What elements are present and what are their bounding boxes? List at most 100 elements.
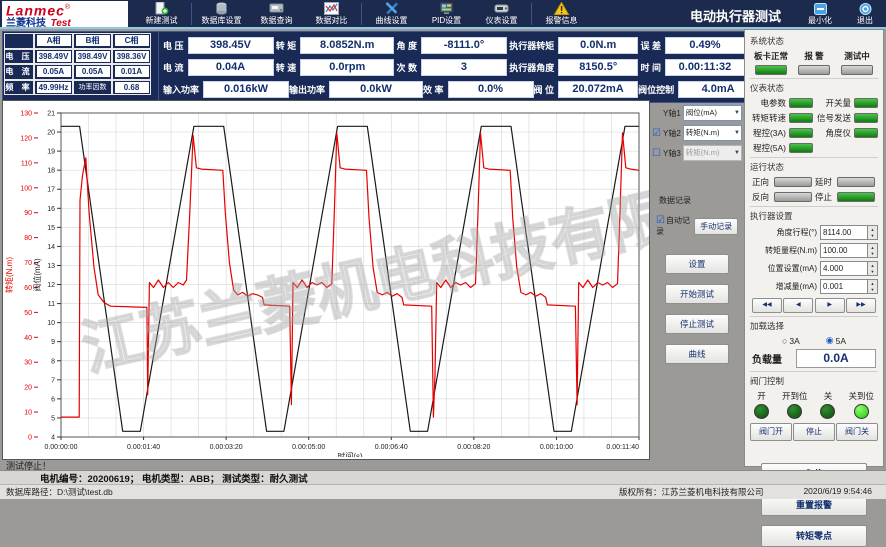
readout-efficiency: 效 率 0.0% — [423, 80, 534, 98]
trend-chart: 0 10 20 30 40 50 60 70 80 90 100 110 120 130 转矩(N.m) 4 5… — [4, 111, 640, 457]
data-record-title: 数据记录 — [657, 195, 693, 206]
led-label: 报 警 — [804, 51, 824, 61]
testing-led — [841, 65, 873, 75]
y-axis-3-checkbox[interactable]: ☐ — [652, 147, 661, 159]
menu-pid-settings[interactable]: PID设置 — [419, 1, 474, 26]
led-label: 转矩转速 — [751, 113, 786, 123]
menu-data-compare[interactable]: 数据对比 — [304, 1, 359, 26]
alarm-led — [798, 65, 830, 75]
auto-record-checkbox[interactable]: ☑ — [656, 215, 665, 226]
phase-c-header: C相 — [112, 33, 151, 49]
backward-button[interactable]: ◀ — [783, 298, 814, 313]
row-label-voltage: 电 压 — [4, 48, 34, 64]
datetime-text: 2020/6/19 9:54:46 — [803, 486, 872, 496]
increment-stepper[interactable]: 0.001 ▲ ▼ — [820, 279, 878, 294]
minimize-button[interactable]: 最小化 — [803, 2, 837, 26]
readout-valve-control: 阀位控制 4.0mA — [638, 80, 759, 98]
header-text: C相 — [114, 35, 149, 47]
motor-info-bar: 电机编号：20200619； 电机类型：ABB； 测试类型：耐久测试 — [0, 470, 886, 485]
radio-label: 3A — [789, 335, 800, 346]
fast-backward-button[interactable]: ◀◀ — [752, 298, 782, 313]
data-query-icon — [249, 2, 304, 15]
curve-button[interactable]: 曲线 — [665, 344, 729, 364]
forward-button[interactable]: ▶ — [814, 298, 845, 313]
meter-led — [854, 113, 878, 123]
minimize-label: 最小化 — [808, 16, 832, 25]
readout-label: 输入功率 — [163, 84, 200, 95]
readout-label: 执行器角度 — [509, 62, 555, 73]
db-path-value: D:\测试\test.db — [57, 487, 113, 497]
readout-speed: 转 速 0.0rpm — [275, 58, 395, 76]
settings-button[interactable]: 设置 — [665, 254, 729, 274]
menu-curve-settings[interactable]: 曲线设置 — [364, 1, 419, 26]
auto-record-checkbox-row[interactable]: ☑自动记录 — [656, 215, 694, 237]
readout-label: 阀位控制 — [638, 84, 675, 95]
app-logo: Lanmec® 兰菱科技 Test — [2, 0, 128, 29]
stop-led — [837, 192, 875, 202]
readout-valve-position: 阀 位 20.072mA — [534, 80, 639, 98]
stepper-arrows[interactable]: ▲ ▼ — [867, 226, 877, 239]
load-5a-radio[interactable]: ◉ 5A — [826, 335, 846, 346]
readout-value: 4.0mA — [678, 80, 759, 98]
svg-text:0.00:11:40: 0.00:11:40 — [606, 444, 639, 451]
readout-input-power: 输入功率 0.016kW — [163, 80, 290, 98]
increment-field: 增减量(mA) 0.001 ▲ ▼ — [750, 279, 878, 294]
y-axis-2-label: Y轴2 — [663, 128, 681, 138]
board-ok-led — [755, 65, 787, 75]
menu-new-test[interactable]: 新建测试 — [134, 1, 189, 26]
menu-label: 新建测试 — [145, 16, 178, 25]
stop-test-button[interactable]: 停止测试 — [665, 314, 729, 334]
manual-record-button[interactable]: 手动记录 — [694, 217, 738, 235]
menu-alarm-info[interactable]: 报警信息 — [534, 1, 589, 26]
meter-item: 电参数 — [750, 97, 813, 109]
valve-open-button[interactable]: 阀门开 — [750, 423, 792, 441]
pid-settings-icon — [419, 2, 474, 15]
led-label: 测试中 — [844, 51, 870, 61]
row-label-frequency: 频 率 — [4, 79, 34, 95]
stepper-arrows[interactable]: ▲ ▼ — [867, 280, 877, 293]
readout-label: 角 度 — [396, 40, 417, 51]
load-3a-radio[interactable]: ○ 3A — [782, 335, 800, 346]
fast-forward-button[interactable]: ▶▶ — [845, 298, 876, 313]
radio-icon: ○ — [781, 335, 788, 346]
stepper-arrows[interactable]: ▲ ▼ — [867, 262, 877, 275]
start-test-button[interactable]: 开始测试 — [665, 284, 729, 304]
readout-actuator-angle: 执行器角度 8150.5° — [509, 58, 639, 76]
torque-range-stepper[interactable]: 100.00 ▲ ▼ — [820, 243, 878, 258]
actuator-settings-title: 执行器设置 — [750, 211, 793, 221]
y-axis-1-select[interactable]: 阀位(mA) ▼ — [682, 105, 742, 121]
y-axis-2-checkbox[interactable]: ☑ — [652, 127, 661, 139]
reverse-led — [774, 192, 812, 202]
position-set-field: 位置设置(mA) 4.000 ▲ ▼ — [750, 261, 878, 276]
valve-stop-button[interactable]: 停止 — [793, 423, 835, 441]
torque-zero-button[interactable]: 转矩零点 — [761, 525, 867, 547]
phase-b-header: B相 — [73, 33, 112, 49]
menu-label: 曲线设置 — [375, 16, 408, 25]
stepper-arrows[interactable]: ▲ ▼ — [867, 244, 877, 257]
cell-value: 0.05A — [36, 66, 71, 78]
menu-database-settings[interactable]: 数据库设置 — [194, 1, 249, 26]
chevron-down-icon: ▼ — [734, 110, 740, 116]
svg-text:0.00:08:20: 0.00:08:20 — [457, 444, 490, 451]
control-sidebar: 系统状态 板卡正常 报 警 测试中 仪表状态 电参数 开关量 转矩转速 信号发送… — [744, 29, 884, 547]
indicator-label: 开到位 — [781, 391, 808, 401]
menu-data-query[interactable]: 数据查询 — [249, 1, 304, 26]
forward-led — [774, 177, 812, 187]
meter-led — [854, 98, 878, 108]
row-label-text: 电 流 — [5, 67, 33, 77]
cell-value: 398.49V — [36, 50, 71, 62]
menu-meter-settings[interactable]: 仪表设置 — [474, 1, 529, 26]
valve-close-button[interactable]: 阀门关 — [836, 423, 878, 441]
svg-text:16: 16 — [47, 206, 55, 213]
readout-label: 转 速 — [275, 62, 297, 73]
power-factor-label: 功率因数 — [73, 79, 112, 95]
readout-value: 0.0kW — [329, 80, 424, 98]
open-done-lamp — [787, 404, 803, 419]
radio-icon: ◉ — [825, 335, 834, 345]
angle-travel-stepper[interactable]: 8114.00 ▲ ▼ — [820, 225, 878, 240]
exit-button[interactable]: 退出 — [848, 2, 882, 26]
y-axis-2-select[interactable]: 转矩(N.m) ▼ — [682, 125, 742, 141]
meter-item: 程控(5A) — [750, 142, 813, 154]
position-set-stepper[interactable]: 4.000 ▲ ▼ — [820, 261, 878, 276]
